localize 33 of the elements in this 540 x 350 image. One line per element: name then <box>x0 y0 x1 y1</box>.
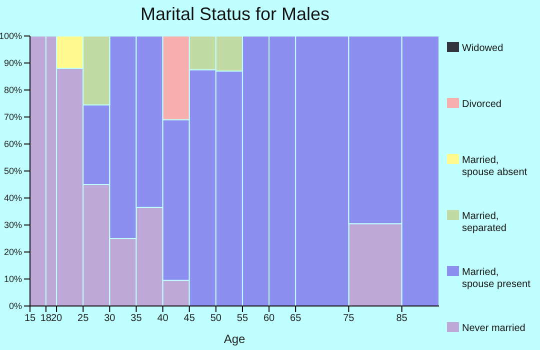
legend-label: Divorced <box>462 99 502 110</box>
y-tick-label: 90% <box>4 58 22 68</box>
legend-label: Widowed <box>462 43 504 54</box>
y-tick-label: 40% <box>4 193 22 204</box>
x-tick-label: 25 <box>78 313 90 324</box>
y-tick-label: 70% <box>4 112 22 122</box>
x-tick-label: 75 <box>343 313 355 324</box>
x-tick-label: 30 <box>104 313 116 324</box>
y-tick-label: 80% <box>4 85 22 96</box>
x-axis-title: Age <box>224 332 246 346</box>
y-tick-label: 20% <box>4 247 22 258</box>
legend-label: Married, spouse absent <box>462 155 528 178</box>
x-tick-label: 35 <box>130 313 142 324</box>
x-tick-label: 60 <box>263 313 276 324</box>
x-tick-label: 15 <box>24 313 36 324</box>
x-tick-label: 65 <box>290 313 302 324</box>
y-tick-label: 0% <box>8 301 22 312</box>
x-tick-label: 20 <box>50 313 63 324</box>
x-tick-label: 55 <box>236 313 248 324</box>
y-tick-label: 30% <box>4 220 22 230</box>
legend-label: Married, separated <box>462 211 506 234</box>
x-tick-label: 45 <box>184 313 196 324</box>
legend-label: Never married <box>462 323 526 334</box>
y-tick-label: 50% <box>4 166 22 176</box>
text: Married, spouse present <box>462 267 531 290</box>
x-tick-label: 50 <box>210 313 222 324</box>
chart-title: Marital Status for Males <box>139 4 331 25</box>
x-tick-label: 40 <box>157 313 169 324</box>
x-tick-label: 18 <box>40 313 52 324</box>
x-tick-label: 85 <box>396 313 408 324</box>
y-tick-label: 100% <box>0 31 22 42</box>
y-tick-label: 10% <box>4 274 22 284</box>
y-tick-label: 60% <box>4 139 22 150</box>
